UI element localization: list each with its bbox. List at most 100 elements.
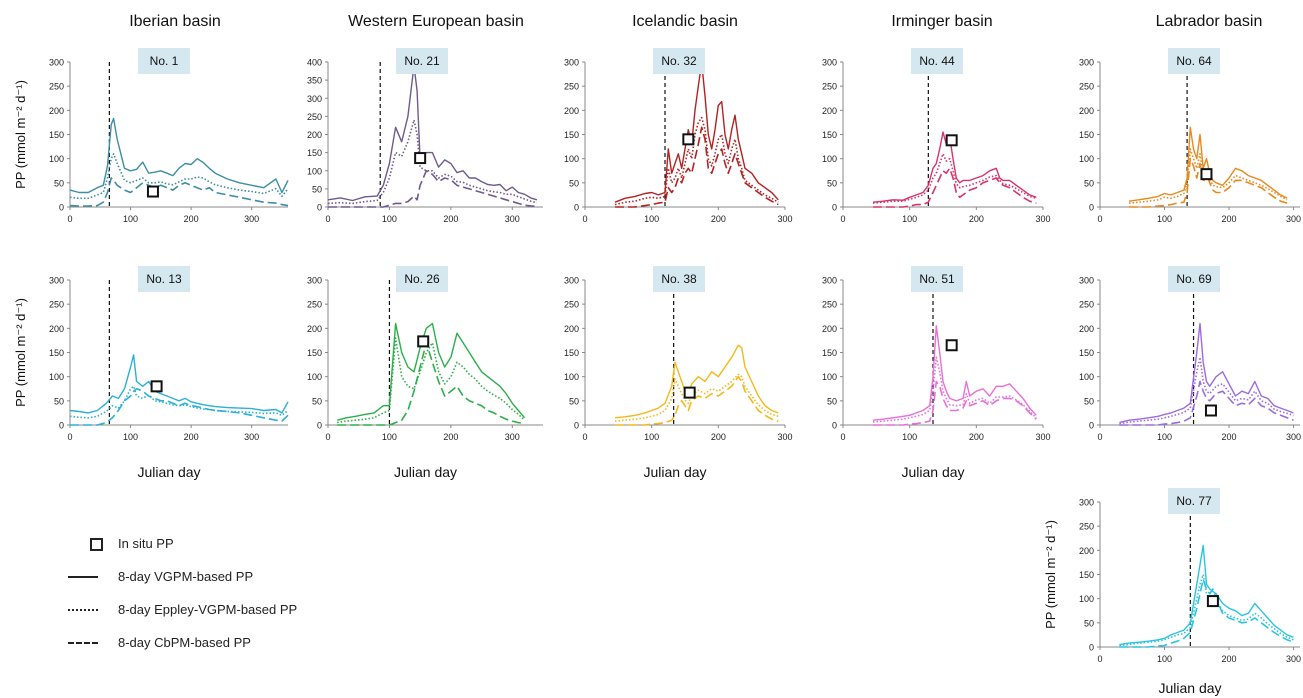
legend-label-vgpm: 8-day VGPM-based PP [118,569,254,584]
y-tick-label: 0 [832,203,837,213]
x-tick-label: 300 [1035,432,1050,442]
station-label: No. 69 [1176,272,1212,286]
x-axis-label: Julian day [394,464,457,480]
x-tick-label: 0 [325,432,330,442]
y-tick-label: 100 [1079,154,1094,164]
y-tick-label: 400 [307,58,322,68]
series-line-dashed [615,126,779,208]
x-tick-label: 100 [644,214,659,224]
legend-item-vgpm: 8-day VGPM-based PP [68,560,398,593]
series-line-solid [1119,544,1294,646]
y-tick-label: 150 [307,148,322,158]
y-tick-label: 0 [1089,203,1094,213]
y-tick-label: 200 [564,106,579,116]
y-tick-label: 250 [49,300,64,310]
station-label-box [138,266,190,292]
series-line-dashed [873,380,1037,426]
insitu-point [417,335,430,348]
y-tick-label: 50 [312,396,322,406]
legend: In situ PP 8-day VGPM-based PP 8-day Epp… [68,527,398,652]
x-tick-label: 200 [1222,432,1237,442]
series-line-dashed [615,375,779,426]
x-tick-label: 200 [969,214,984,224]
x-tick-label: 300 [244,214,259,224]
legend-label-eppley: 8-day Eppley-VGPM-based PP [118,602,298,617]
x-tick-label: 200 [1222,214,1237,224]
series-line-solid [69,117,289,194]
dotted-line-icon [68,603,108,617]
y-tick-label: 100 [822,372,837,382]
x-tick-label: 100 [902,214,917,224]
y-tick-label: 200 [1079,324,1094,334]
basin-title: Labrador basin [1156,13,1263,30]
station-label-box [138,48,190,74]
insitu-point [150,380,163,393]
y-axis-label: PP (mmol m⁻² d⁻¹) [1043,520,1058,629]
y-tick-label: 250 [49,82,64,92]
y-tick-label: 250 [1079,522,1094,532]
series-line-dotted [337,337,526,424]
basin-title: Icelandic basin [632,13,738,30]
y-tick-label: 0 [59,203,64,213]
chart-panel-no13: 0 50 100 150 200 250 300 0 100 200 300 No. 13 [49,266,289,442]
y-tick-label: 200 [307,324,322,334]
y-tick-label: 150 [564,348,579,358]
y-tick-label: 100 [307,166,322,176]
x-tick-label: 100 [902,432,917,442]
chart-panel-no26: 0 50 100 150 200 250 300 0 100 200 300 No. 26 [307,266,543,442]
station-label-box [396,48,448,74]
y-tick-label: 250 [1079,300,1094,310]
x-tick-label: 200 [711,214,726,224]
x-tick-label: 0 [1097,654,1102,664]
basin-title: Irminger basin [891,13,992,30]
insitu-point [414,152,427,165]
series-line-dashed [1119,380,1294,426]
series-line-solid [337,322,526,421]
station-label-box [911,266,963,292]
y-tick-label: 300 [1079,58,1094,68]
station-label: No. 13 [146,272,182,286]
series-line-dotted [872,356,1037,423]
y-tick-label: 300 [49,58,64,68]
y-axis-label: PP (mmol m⁻² d⁻¹) [13,298,28,407]
y-tick-label: 50 [1084,618,1094,628]
series-line-solid [872,325,1037,421]
y-tick-label: 300 [822,276,837,286]
station-label: No. 1 [150,54,179,68]
station-label-box [1168,488,1220,514]
y-tick-label: 50 [312,184,322,194]
insitu-point [945,339,958,352]
chart-panel-no44: 0 50 100 150 200 250 300 0 100 200 300 No. 44 [822,48,1051,224]
x-tick-label: 0 [67,214,72,224]
x-tick-label: 200 [1222,654,1237,664]
station-label: No. 32 [661,54,697,68]
y-tick-label: 300 [1079,498,1094,508]
y-tick-label: 0 [1089,421,1094,431]
y-tick-label: 200 [1079,546,1094,556]
series-line-solid [614,344,779,419]
y-tick-label: 50 [569,396,579,406]
y-tick-label: 50 [827,396,837,406]
solid-line-icon [68,570,108,584]
x-axis-label: Julian day [1158,680,1221,696]
x-tick-label: 0 [1097,432,1102,442]
series-line-solid [1119,322,1294,424]
basin-title: Iberian basin [129,13,221,30]
chart-panel-no21: 0 50 100 150 200 250 300 350 400 0 100 200 300 No. 21 [307,48,543,224]
x-tick-label: 300 [1035,214,1050,224]
y-tick-label: 100 [1079,372,1094,382]
y-tick-label: 250 [1079,82,1094,92]
series-line-dashed [69,177,289,207]
series-line-dashed [1119,578,1294,648]
y-tick-label: 250 [564,82,579,92]
series-line-dotted [69,385,289,419]
insitu-square-icon [68,537,108,551]
x-tick-label: 300 [505,214,520,224]
x-tick-label: 200 [443,214,458,224]
x-tick-label: 300 [1286,654,1301,664]
series-line-solid [327,64,538,202]
y-tick-label: 300 [307,276,322,286]
insitu-point [1204,404,1217,417]
x-tick-label: 100 [123,432,138,442]
